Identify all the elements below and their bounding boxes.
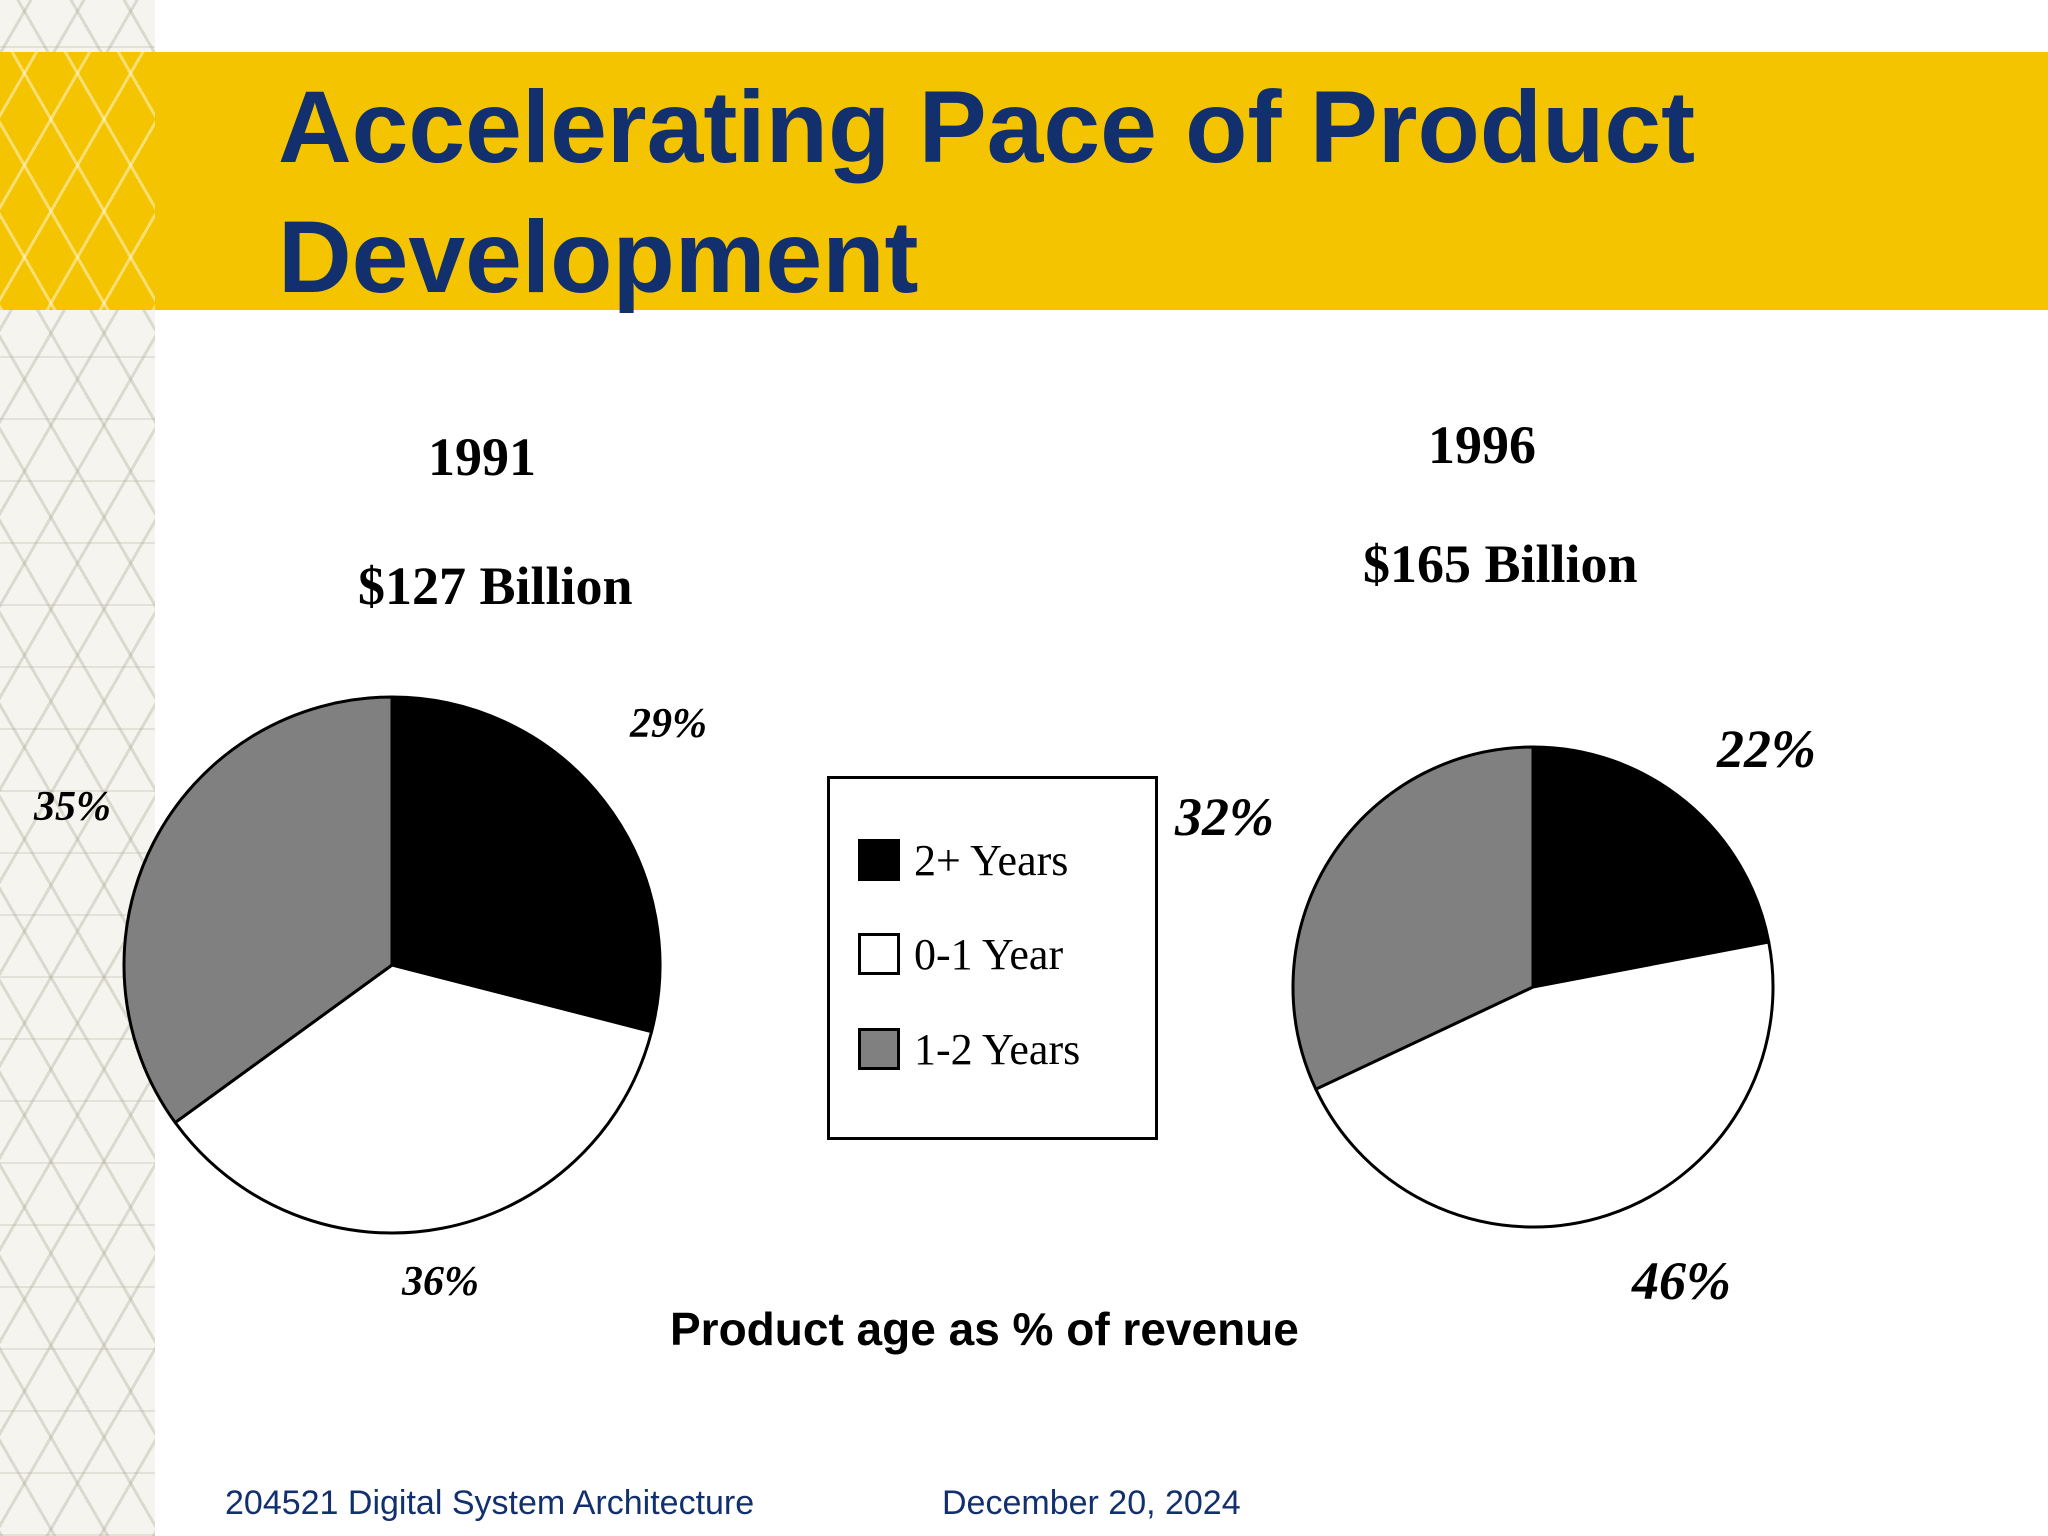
legend-label-1-2: 1-2 Years (914, 1024, 1081, 1074)
pie-1996 (1291, 745, 1775, 1229)
pie-1991-label-1-2: 35% (34, 784, 111, 830)
pie-1991-label-0-1: 36% (402, 1259, 479, 1305)
pie-1996-label-0-1: 46% (1632, 1251, 1731, 1311)
legend-item-0-1: 0-1 Year (858, 929, 1063, 979)
pie-1991-slice-2plus (390, 695, 662, 1034)
pie-1996-slice-1-2 (1291, 745, 1535, 1091)
legend-label-0-1: 0-1 Year (914, 929, 1064, 979)
title-band-pattern (0, 52, 155, 310)
pie-1996-subtitle: $165 Billion (1363, 534, 1638, 594)
footer-course: 204521 Digital System Architecture (225, 1484, 755, 1522)
pie-1996-title: 1996 (1428, 415, 1536, 475)
legend-swatch-1-2 (858, 1028, 900, 1070)
pie-1996-label-2plus: 22% (1717, 719, 1816, 779)
pie-1991-subtitle: $127 Billion (358, 556, 633, 616)
pie-1991-title: 1991 (428, 427, 536, 487)
slide-title: Accelerating Pace of Product Development (278, 70, 1696, 314)
pie-1996-slice-2plus (1531, 745, 1771, 989)
legend-item-1-2: 1-2 Years (858, 1024, 1080, 1074)
chart-caption: Product age as % of revenue (670, 1303, 1299, 1355)
legend-swatch-2plus (858, 839, 900, 881)
legend-swatch-0-1 (858, 933, 900, 975)
title-band (0, 52, 2048, 310)
legend: 2+ Years 0-1 Year 1-2 Years (827, 776, 1158, 1140)
footer-date: December 20, 2024 (942, 1484, 1241, 1522)
pie-1996-label-1-2: 32% (1175, 787, 1274, 847)
pie-1991-label-2plus: 29% (630, 701, 707, 747)
pie-1991-slice-1-2 (122, 695, 394, 1125)
legend-label-2plus: 2+ Years (914, 835, 1069, 885)
pie-1991 (122, 695, 662, 1235)
legend-item-2plus: 2+ Years (858, 835, 1068, 885)
pie-1996-slice-0-1 (1314, 940, 1775, 1229)
pie-1991-slice-0-1 (173, 963, 654, 1235)
